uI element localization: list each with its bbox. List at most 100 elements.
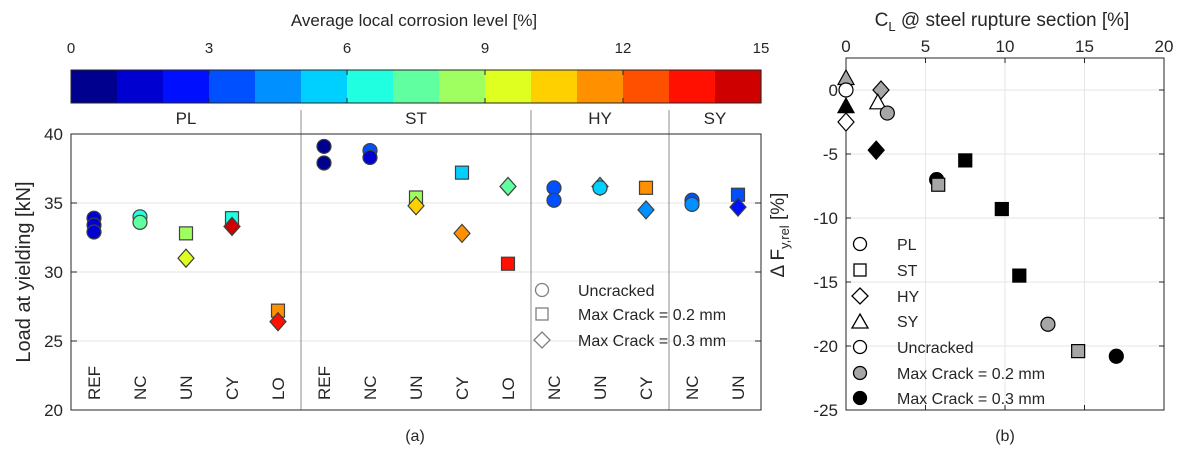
colorbar-swatch: [439, 70, 486, 103]
panel-b-points: [836, 68, 1124, 364]
panel-b-x-tick-label: 15: [1075, 37, 1094, 56]
panel-b-ylabel: Δ Fy,rel [%]: [768, 193, 792, 278]
colorbar-swatch: [347, 70, 394, 103]
legend-marker-crack-02: [535, 307, 549, 321]
panel-b-y-tick-label: 0: [829, 81, 838, 100]
legend-marker-sy: [850, 312, 870, 329]
panel-a-category-labels: REF NC UN CY LO REF NC UN CY LO NC UN CY NC UN: [85, 366, 748, 400]
colorbar-tick-label: 12: [615, 40, 632, 57]
panel-b-point-circle: [1040, 316, 1056, 332]
panel-a-category-label: NC: [361, 375, 380, 400]
panel-a-category-label: NC: [683, 375, 702, 400]
colorbar-swatch: [715, 70, 762, 103]
colorbar-frame: [70, 69, 762, 104]
panel-a-y-tick-label: 35: [44, 194, 63, 213]
panel-a-y-tick-labels: 20 25 30 35 40: [44, 125, 63, 420]
panel-b-point-diamond: [837, 112, 855, 132]
colorbar-swatch: [301, 70, 348, 103]
panel-b-point-circle: [1108, 348, 1124, 364]
legend-label-pl: PL: [897, 237, 917, 254]
panel-a-group-label: SY: [704, 109, 727, 128]
legend-label-crack-02: Max Crack = 0.2 mm: [578, 307, 726, 324]
panel-b-point-square: [994, 201, 1009, 217]
panel-b-point-square: [1071, 344, 1086, 359]
panel-b-x-tick-labels: 0 5 10 15 20: [841, 37, 1173, 56]
panel-a-point-diamond: [223, 216, 241, 237]
panel-a-y-tick-label: 30: [44, 263, 63, 282]
colorbar-swatches: [71, 70, 762, 103]
panel-b-y-tick-label: -15: [813, 273, 838, 292]
panel-a-point-square: [638, 180, 654, 195]
colorbar-swatch: [531, 70, 578, 103]
legend-label-crack-03: Max Crack = 0.3 mm: [578, 333, 726, 350]
colorbar-tick-label: 3: [205, 40, 213, 57]
panel-a-group-labels: PL ST HY SY: [176, 109, 727, 128]
panel-a-point-diamond: [269, 311, 287, 332]
legend-label-st: ST: [897, 263, 918, 280]
panel-b-xlabel: CL @ steel rupture section [%]: [875, 10, 1130, 34]
panel-b-point-diamond: [867, 140, 886, 161]
panel-b-y-tick-label: -20: [813, 337, 838, 356]
legend-label-hy: HY: [897, 289, 920, 306]
panel-a-y-tick-label: 40: [44, 125, 63, 144]
colorbar-swatch: [577, 70, 624, 103]
panel-a-y-tick-label: 25: [44, 332, 63, 351]
panel-a-point-circle: [684, 196, 700, 212]
panel-b-x-tick-label: 5: [921, 37, 930, 56]
panel-a-legend: Uncracked Max Crack = 0.2 mm Max Crack =…: [533, 282, 726, 350]
legend-marker-pl: [852, 236, 868, 252]
panel-a-point-diamond: [637, 199, 655, 220]
colorbar-tick-labels: 0 3 6 9 12 15: [67, 40, 770, 57]
legend-marker-crack-03-b: [852, 390, 868, 406]
colorbar-swatch: [623, 70, 670, 103]
panel-a-point-circle: [316, 155, 332, 171]
panel-a-category-label: LO: [269, 377, 288, 400]
panel-a-group-label: HY: [588, 109, 612, 128]
panel-a-category-label: UN: [177, 375, 196, 400]
legend-label-crack-02-b: Max Crack = 0.2 mm: [897, 366, 1045, 383]
colorbar: Average local corrosion level [%] 0 3 6 9 12…: [67, 11, 770, 104]
panel-a-point-diamond: [453, 223, 471, 244]
legend-label-uncracked: Uncracked: [578, 283, 654, 300]
legend-label-uncracked-b: Uncracked: [897, 340, 973, 357]
panel-a-category-label: REF: [85, 366, 104, 400]
panel-a-point-circle: [132, 214, 148, 230]
panel-b-x-tick-label: 10: [996, 37, 1015, 56]
colorbar-tick-label: 15: [753, 40, 770, 57]
legend-marker-hy: [851, 287, 869, 305]
colorbar-swatch: [393, 70, 440, 103]
panel-b-y-tick-label: -5: [823, 145, 838, 164]
panel-b-point-square: [958, 153, 973, 168]
panel-a-category-label: CY: [637, 376, 656, 400]
panel-b-y-tick-label: -25: [813, 401, 838, 420]
panel-a-point-diamond: [407, 195, 425, 216]
panel-b: 0 5 10 15 20 0 -5 -10 -15 -20 -25 CL @ steel rupt…: [768, 10, 1173, 445]
legend-marker-crack-02-b: [852, 365, 868, 381]
panel-b-y-tick-label: -10: [813, 209, 838, 228]
colorbar-tick-label: 9: [481, 40, 489, 57]
legend-marker-uncracked-b: [852, 339, 868, 355]
panel-b-ticks: [845, 58, 1165, 411]
panel-a-category-label: NC: [545, 375, 564, 400]
panel-a-group-label: ST: [405, 109, 427, 128]
colorbar-swatch: [209, 70, 256, 103]
panel-a-category-label: CY: [223, 376, 242, 400]
panel-a: 20 25 30 35 40 PL ST HY SY REF NC UN CY LO REF NC UN CY…: [13, 109, 762, 445]
colorbar-swatch: [485, 70, 532, 103]
panel-a-point-circle: [362, 149, 378, 166]
legend-marker-crack-03: [533, 331, 551, 349]
panel-a-group-label: PL: [176, 109, 197, 128]
panel-a-group-separators: [300, 110, 670, 410]
panel-a-point-diamond: [499, 176, 517, 197]
panel-a-point-circle: [86, 224, 102, 240]
panel-a-category-label: REF: [315, 366, 334, 400]
panel-b-y-tick-labels: 0 -5 -10 -15 -20 -25: [813, 81, 838, 420]
legend-label-crack-03-b: Max Crack = 0.3 mm: [897, 391, 1045, 408]
colorbar-tick-label: 0: [67, 40, 75, 57]
legend-marker-uncracked: [534, 282, 550, 298]
panel-a-caption: (a): [405, 428, 425, 445]
panel-a-y-ticks: [71, 133, 761, 411]
panel-a-y-tick-label: 20: [44, 401, 63, 420]
panel-b-caption: (b): [995, 428, 1015, 445]
panel-b-x-tick-label: 20: [1155, 37, 1174, 56]
